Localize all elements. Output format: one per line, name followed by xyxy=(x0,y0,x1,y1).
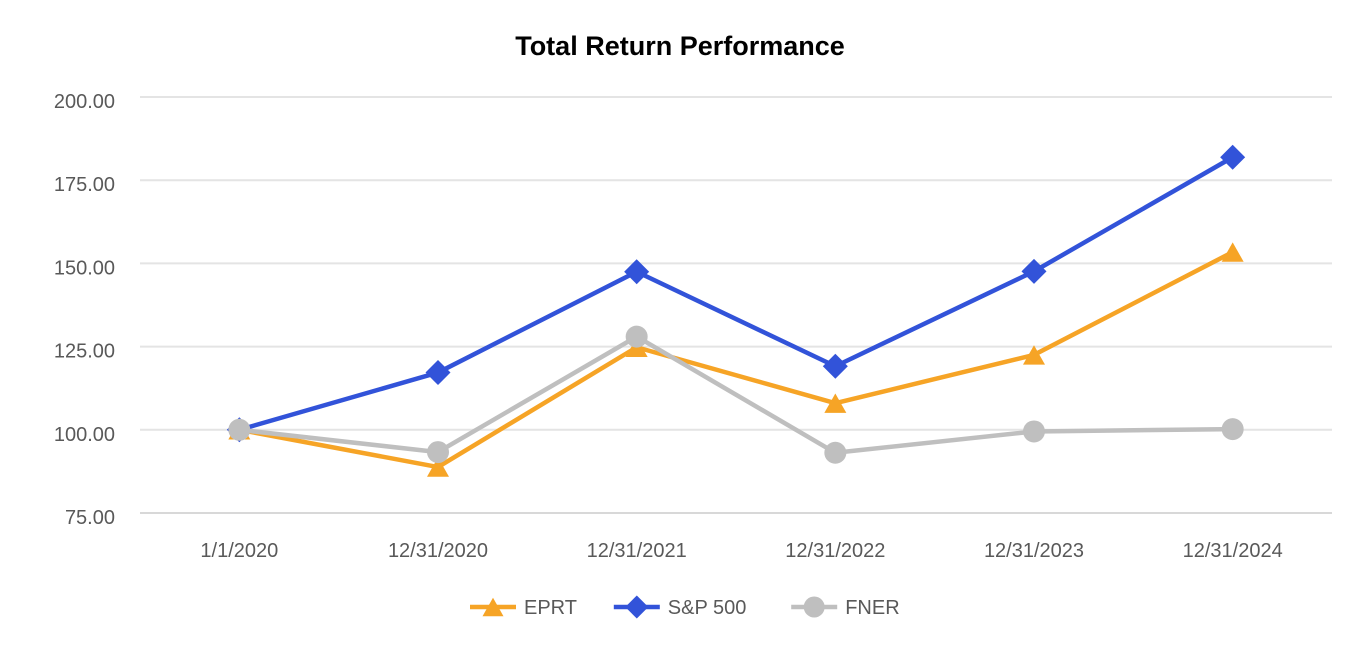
y-axis-tick-label: 100.00 xyxy=(54,424,115,446)
y-axis-labels: 75.00 100.00 125.00 150.00 175.00 200.00 xyxy=(54,91,115,529)
series-fner xyxy=(228,325,1244,464)
gridlines xyxy=(140,96,1332,514)
data-point-marker xyxy=(824,441,847,464)
data-point-marker xyxy=(803,596,825,618)
data-point-marker xyxy=(1221,242,1244,262)
y-axis-tick-label: 150.00 xyxy=(54,257,115,279)
data-point-marker xyxy=(625,595,649,619)
series-lines xyxy=(226,144,1246,477)
y-axis-tick-label: 200.00 xyxy=(54,91,115,113)
x-axis-tick-label: 12/31/2022 xyxy=(785,540,885,562)
y-axis-tick-label: 175.00 xyxy=(54,174,115,196)
x-axis-tick-label: 1/1/2020 xyxy=(200,540,278,562)
data-point-marker xyxy=(1220,144,1246,170)
legend-label: EPRT xyxy=(524,597,577,619)
series-line xyxy=(237,154,1235,433)
data-point-marker xyxy=(427,441,449,464)
data-point-marker xyxy=(625,325,648,348)
x-axis-labels: 1/1/2020 12/31/2020 12/31/2021 12/31/2022 12… xyxy=(200,540,1282,562)
data-point-marker xyxy=(1221,418,1244,441)
chart-title: Total Return Performance xyxy=(515,31,845,61)
legend: EPRT S&P 500 FNER xyxy=(470,595,900,619)
x-axis-tick-label: 12/31/2021 xyxy=(587,540,687,562)
legend-label: S&P 500 xyxy=(668,597,747,619)
data-point-marker xyxy=(228,418,251,441)
data-point-marker xyxy=(1023,420,1045,443)
series-line xyxy=(237,249,1235,470)
x-axis-tick-label: 12/31/2020 xyxy=(388,540,488,562)
legend-label: FNER xyxy=(845,597,899,619)
data-point-marker xyxy=(1021,258,1047,284)
data-point-marker xyxy=(482,597,504,617)
data-point-marker xyxy=(425,360,451,386)
legend-item-fner: FNER xyxy=(791,596,900,619)
series-s-p-500 xyxy=(226,144,1246,443)
data-point-marker xyxy=(624,259,650,285)
data-point-marker xyxy=(427,457,449,477)
series-eprt xyxy=(228,242,1244,477)
x-axis-tick-label: 12/31/2024 xyxy=(1183,540,1283,562)
data-point-marker xyxy=(824,393,847,413)
x-axis-tick-label: 12/31/2023 xyxy=(984,540,1084,562)
legend-item-s-p-500: S&P 500 xyxy=(613,595,747,619)
series-line xyxy=(237,334,1235,456)
data-point-marker xyxy=(822,353,848,379)
data-point-marker xyxy=(1023,345,1045,365)
y-axis-tick-label: 125.00 xyxy=(54,341,115,363)
y-axis-tick-label: 75.00 xyxy=(65,507,115,529)
legend-item-eprt: EPRT xyxy=(470,597,577,619)
